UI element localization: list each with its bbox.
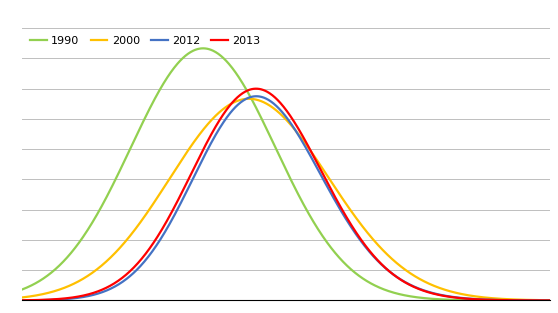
1990: [200, 46, 206, 50]
1990: [51, 268, 58, 272]
2000: [546, 298, 553, 302]
2013: [546, 299, 553, 302]
2013: [253, 87, 259, 90]
2000: [326, 177, 333, 181]
2000: [474, 295, 480, 299]
2012: [326, 188, 333, 192]
Line: 2013: 2013: [22, 89, 550, 300]
2013: [355, 235, 362, 239]
1990: [19, 288, 26, 291]
2000: [355, 220, 362, 223]
2012: [420, 288, 426, 292]
2012: [253, 95, 260, 98]
2013: [326, 184, 333, 188]
1990: [420, 296, 426, 300]
Line: 1990: 1990: [22, 48, 550, 300]
2012: [340, 213, 347, 216]
2012: [474, 297, 480, 301]
2000: [420, 279, 426, 283]
1990: [546, 299, 553, 302]
Legend: 1990, 2000, 2012, 2013: 1990, 2000, 2012, 2013: [28, 34, 263, 48]
1990: [355, 274, 362, 278]
2013: [51, 297, 58, 301]
2012: [19, 299, 26, 302]
2012: [355, 236, 362, 240]
2013: [474, 297, 480, 301]
2012: [51, 298, 58, 302]
2000: [246, 97, 252, 101]
2013: [420, 289, 426, 292]
2013: [19, 298, 26, 302]
2000: [19, 295, 26, 299]
2000: [340, 198, 347, 201]
Line: 2012: 2012: [22, 96, 550, 300]
1990: [340, 260, 347, 264]
2012: [546, 299, 553, 302]
1990: [474, 298, 480, 302]
2013: [340, 209, 347, 213]
1990: [326, 244, 333, 247]
Line: 2000: 2000: [22, 99, 550, 300]
2000: [51, 289, 58, 293]
